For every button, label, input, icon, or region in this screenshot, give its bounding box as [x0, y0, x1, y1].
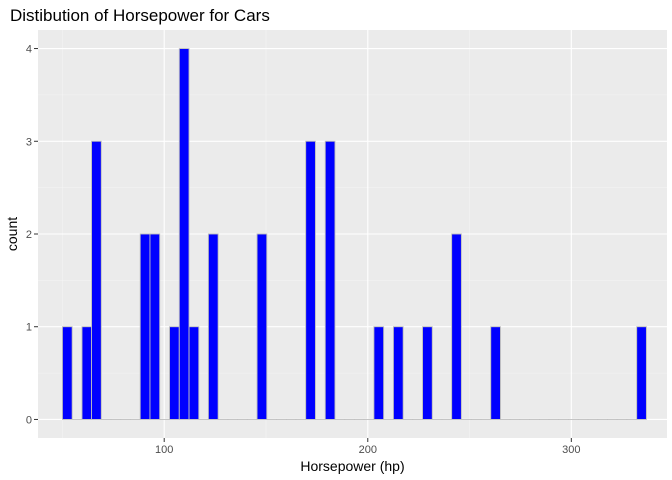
- x-tick-label: 200: [359, 444, 377, 456]
- x-axis-title: Horsepower (hp): [300, 458, 404, 474]
- y-tick-label: 3: [26, 136, 32, 148]
- histogram-bar: [91, 140, 102, 420]
- x-tick-label: 100: [155, 444, 173, 456]
- histogram-bars: [61, 48, 647, 420]
- y-tick-label: 2: [26, 229, 32, 241]
- histogram-bar: [451, 233, 462, 420]
- histogram-bar: [305, 140, 316, 420]
- histogram-bar: [256, 233, 268, 420]
- histogram-bar: [61, 326, 73, 420]
- y-tick-label: 4: [26, 44, 32, 56]
- histogram-bar: [149, 233, 161, 420]
- histogram-bar: [81, 326, 93, 420]
- y-axis: 0 1 2 3 4: [26, 44, 38, 426]
- y-tick-label: 1: [26, 322, 32, 334]
- histogram-bar: [392, 326, 404, 420]
- histogram-bar: [188, 326, 200, 420]
- histogram-bar: [373, 326, 385, 420]
- x-tick-label: 300: [562, 444, 580, 456]
- x-axis: 100 200 300: [155, 438, 581, 456]
- histogram-bar: [169, 326, 180, 420]
- histogram-bar: [490, 326, 501, 420]
- histogram-bar: [636, 326, 647, 420]
- histogram-bar: [422, 326, 433, 420]
- histogram-bar: [207, 233, 219, 420]
- histogram-bar: [139, 233, 151, 420]
- histogram-bar: [178, 48, 190, 420]
- histogram-bar: [324, 140, 336, 420]
- y-axis-title: count: [4, 217, 20, 251]
- y-tick-label: 0: [26, 414, 32, 426]
- chart-title: Distibution of Horsepower for Cars: [10, 6, 270, 25]
